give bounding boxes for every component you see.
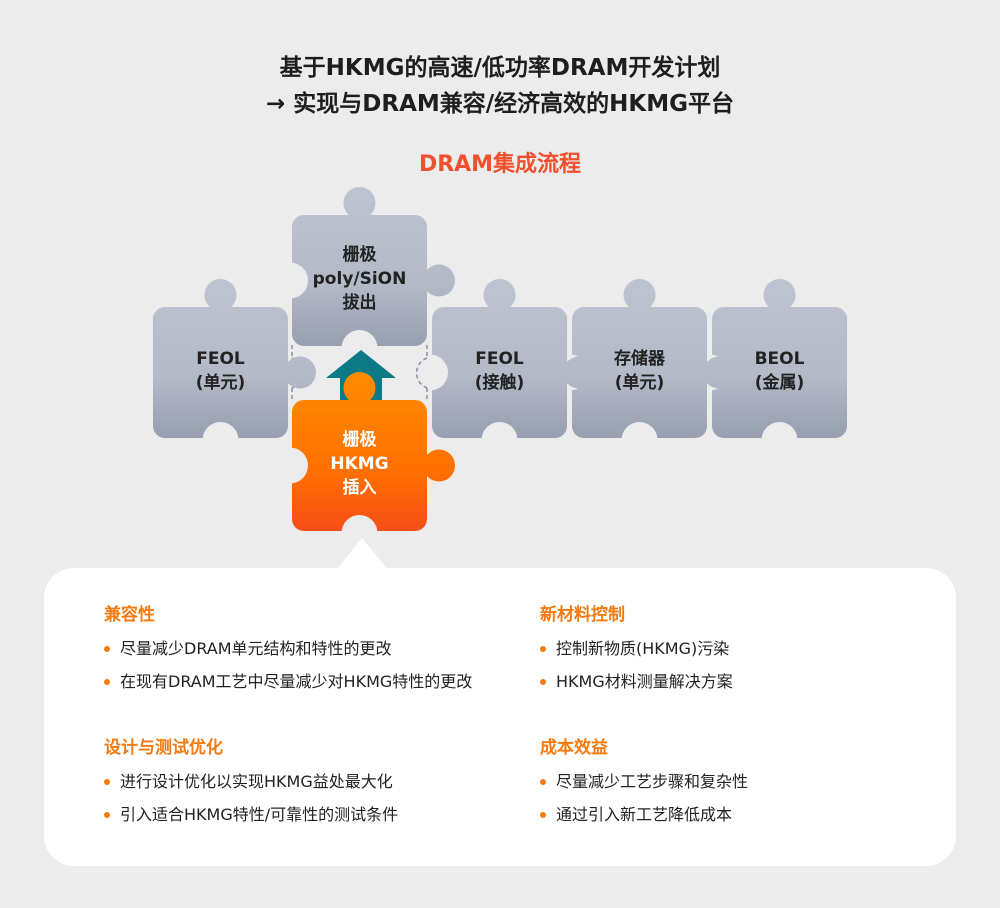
piece-label-line: (单元)	[195, 372, 246, 393]
piece-label-line: poly/SiON	[312, 268, 407, 289]
bullet-icon	[104, 812, 110, 818]
list-item: 在现有DRAM工艺中尽量减少对HKMG特性的更改	[104, 672, 472, 692]
title-line-1: 基于HKMG的高速/低功率DRAM开发计划	[279, 55, 721, 81]
list-item: HKMG材料测量解决方案	[540, 672, 733, 692]
puzzle-diagram	[153, 187, 847, 531]
list-item: 尽量减少DRAM单元结构和特性的更改	[104, 639, 472, 659]
bullet-icon	[540, 779, 546, 785]
piece-label: 存储器 (单元)	[572, 347, 707, 395]
piece-label-line: 栅极	[342, 429, 377, 450]
callout-box: 兼容性 尽量减少DRAM单元结构和特性的更改 在现有DRAM工艺中尽量减少对HK…	[44, 568, 956, 866]
piece-label-line: HKMG	[330, 453, 389, 474]
subtitle: DRAM集成流程	[418, 152, 582, 177]
bullet-icon	[104, 679, 110, 685]
list-item: 控制新物质(HKMG)污染	[540, 639, 733, 659]
section-design-test: 设计与测试优化 进行设计优化以实现HKMG益处最大化 引入适合HKMG特性/可靠…	[104, 733, 398, 838]
piece-label-line: 插入	[342, 477, 377, 498]
list-item: 引入适合HKMG特性/可靠性的测试条件	[104, 805, 398, 825]
puzzle-piece-gate-hkmg	[292, 372, 455, 531]
section-title: 新材料控制	[540, 605, 625, 625]
section-title: 兼容性	[104, 605, 155, 625]
puzzle-piece-gate-poly	[292, 187, 455, 346]
puzzle-piece-feol-contact	[432, 279, 595, 438]
section-title: 设计与测试优化	[104, 738, 223, 758]
piece-label-line: 栅极	[342, 244, 377, 265]
piece-label: FEOL (接触)	[432, 347, 567, 395]
bullet-icon	[104, 779, 110, 785]
puzzle-piece-beol-metal	[712, 279, 847, 438]
section-new-material: 新材料控制 控制新物质(HKMG)污染 HKMG材料测量解决方案	[540, 600, 733, 705]
bullet-icon	[104, 646, 110, 652]
piece-label-line: BEOL	[754, 348, 805, 369]
bullet-icon	[540, 646, 546, 652]
piece-label-line: FEOL	[196, 348, 245, 369]
piece-label: FEOL (单元)	[153, 347, 288, 395]
bullet-icon	[540, 679, 546, 685]
bullet-icon	[540, 812, 546, 818]
piece-label: BEOL (金属)	[712, 347, 847, 395]
section-compatibility: 兼容性 尽量减少DRAM单元结构和特性的更改 在现有DRAM工艺中尽量减少对HK…	[104, 600, 472, 705]
piece-label-line: (接触)	[474, 372, 525, 393]
piece-label: 栅极 HKMG 插入	[292, 428, 427, 500]
piece-label-line: (金属)	[754, 372, 805, 393]
title-line-2: → 实现与DRAM兼容/经济高效的HKMG平台	[265, 91, 734, 117]
section-cost: 成本效益 尽量减少工艺步骤和复杂性 通过引入新工艺降低成本	[540, 733, 748, 838]
list-item: 尽量减少工艺步骤和复杂性	[540, 772, 748, 792]
list-item: 进行设计优化以实现HKMG益处最大化	[104, 772, 398, 792]
section-title: 成本效益	[540, 738, 608, 758]
callout-pointer	[336, 538, 388, 570]
piece-label-line: FEOL	[475, 348, 524, 369]
puzzle-piece-memory-cell	[572, 279, 735, 438]
piece-label-line: 拔出	[342, 292, 377, 313]
piece-label-line: (单元)	[614, 372, 665, 393]
piece-label: 栅极 poly/SiON 拔出	[292, 243, 427, 315]
puzzle-piece-feol-cell	[153, 279, 316, 438]
list-item: 通过引入新工艺降低成本	[540, 805, 748, 825]
piece-label-line: 存储器	[614, 348, 665, 369]
